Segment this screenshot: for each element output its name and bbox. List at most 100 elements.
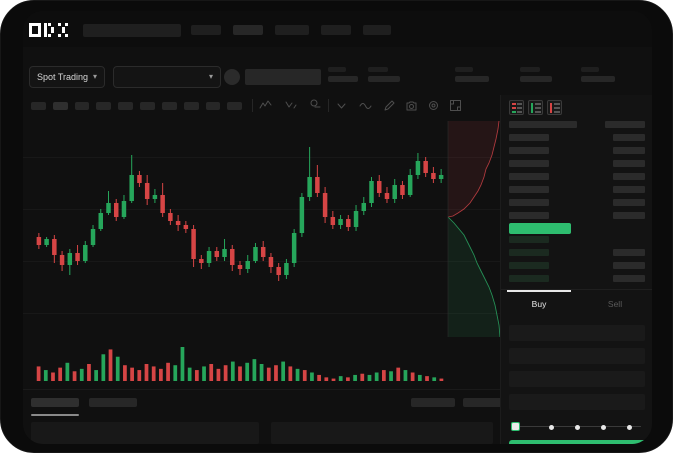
- price-chart[interactable]: [23, 117, 500, 389]
- amount-percent-slider[interactable]: [511, 422, 643, 432]
- camera-icon[interactable]: [405, 99, 418, 112]
- active-tab-indicator: [507, 290, 571, 292]
- orderbook-row-amount[interactable]: [613, 134, 645, 141]
- chevron-down-icon: ▾: [92, 72, 97, 81]
- orderbook-row-amount[interactable]: [613, 262, 645, 269]
- okx-logo[interactable]: [29, 23, 73, 37]
- volume-series: [36, 347, 444, 381]
- nav-item-1[interactable]: [191, 25, 221, 35]
- gridline-2: [23, 261, 500, 262]
- pencil-icon[interactable]: [383, 99, 396, 112]
- wave-icon[interactable]: [359, 99, 372, 112]
- fullscreen-icon[interactable]: [449, 99, 462, 112]
- orderbook-row-amount[interactable]: [613, 173, 645, 180]
- orderbook-panel: Buy Sell: [500, 95, 652, 444]
- stat-last-price-label: [328, 67, 346, 72]
- interval-button-1[interactable]: [31, 102, 46, 110]
- interval-button-6[interactable]: [140, 102, 155, 110]
- interval-button-9[interactable]: [206, 102, 220, 110]
- search-input[interactable]: [83, 24, 181, 37]
- pair-select-dropdown[interactable]: ▾: [113, 66, 221, 88]
- bottom-action-2[interactable]: [463, 398, 507, 407]
- orderbook-row-price[interactable]: [509, 173, 549, 180]
- tab-open-orders[interactable]: [31, 398, 79, 407]
- chart-toolbar: [23, 95, 652, 118]
- orderbook-row-amount[interactable]: [613, 186, 645, 193]
- gridline-3: [23, 313, 500, 314]
- slider-handle[interactable]: [511, 422, 520, 431]
- stat-volume-24h: [581, 67, 615, 82]
- slider-stop-3[interactable]: [601, 424, 606, 430]
- gridline-1: [23, 209, 500, 210]
- slider-stop-2[interactable]: [575, 424, 580, 430]
- orderbook-both-icon[interactable]: [509, 100, 524, 115]
- interval-button-2[interactable]: [53, 102, 68, 110]
- orderbook-row-price[interactable]: [509, 121, 577, 128]
- interval-button-10[interactable]: [227, 102, 242, 110]
- interval-button-5[interactable]: [118, 102, 133, 110]
- chevron-down-icon: ▾: [208, 72, 213, 81]
- bottom-action-1[interactable]: [411, 398, 455, 407]
- orderbook-row-amount[interactable]: [613, 275, 645, 282]
- tab-sell[interactable]: Sell: [607, 299, 623, 309]
- orderbook-row-price[interactable]: [509, 147, 549, 154]
- slider-stop-4[interactable]: [627, 424, 632, 430]
- orderbook-row-price[interactable]: [509, 186, 549, 193]
- interval-button-4[interactable]: [96, 102, 111, 110]
- nav-item-4[interactable]: [321, 25, 351, 35]
- orderbook-row-price[interactable]: [509, 212, 549, 219]
- indicator-icon[interactable]: [285, 99, 298, 112]
- bottom-panel-left: [31, 422, 259, 444]
- settings-gear-icon[interactable]: [427, 99, 440, 112]
- stat-last-price: [328, 67, 358, 82]
- toolbar-divider: [328, 99, 329, 112]
- orderbook-row-amount[interactable]: [605, 121, 645, 128]
- amount-field[interactable]: [509, 371, 645, 387]
- interval-button-7[interactable]: [162, 102, 177, 110]
- orderbook-row-amount[interactable]: [613, 249, 645, 256]
- orderbook-asks-icon[interactable]: [547, 100, 562, 115]
- nav-item-5[interactable]: [363, 25, 391, 35]
- line-chart-icon[interactable]: [259, 99, 272, 112]
- orderbook-row-price[interactable]: [509, 249, 549, 256]
- order-type-field[interactable]: [509, 325, 645, 341]
- stat-high-24h-label: [455, 67, 473, 72]
- orderbook-highlight-row[interactable]: [509, 223, 571, 234]
- stat-change-24h-label: [368, 67, 388, 72]
- volume-histogram: [23, 335, 500, 389]
- orderbook-row-price[interactable]: [509, 236, 549, 243]
- tab-order-history[interactable]: [89, 398, 137, 407]
- orderbook-row-amount[interactable]: [613, 199, 645, 206]
- orderbook-row-amount[interactable]: [613, 160, 645, 167]
- slider-stop-1[interactable]: [549, 424, 554, 430]
- orderbook-row-price[interactable]: [509, 160, 549, 167]
- total-field[interactable]: [509, 394, 645, 410]
- orderbook-bids-icon[interactable]: [528, 100, 543, 115]
- orderbook-row-price[interactable]: [509, 262, 549, 269]
- stat-change-24h-value: [368, 76, 400, 82]
- stat-low-24h-value: [520, 76, 552, 82]
- orderbook-row-amount[interactable]: [613, 147, 645, 154]
- price-field[interactable]: [509, 348, 645, 364]
- market-type-dropdown[interactable]: Spot Trading ▾: [29, 66, 105, 88]
- stat-change-24h: [368, 67, 400, 82]
- interval-button-3[interactable]: [75, 102, 89, 110]
- orderbook-row-amount[interactable]: [613, 212, 645, 219]
- orderbook-rows[interactable]: [501, 119, 652, 289]
- nav-item-3[interactable]: [275, 25, 309, 35]
- submit-order-button[interactable]: [509, 440, 651, 444]
- compare-icon[interactable]: [309, 99, 322, 112]
- chevron-down-icon[interactable]: [335, 99, 348, 112]
- top-header: [23, 11, 652, 47]
- active-tab-indicator: [31, 414, 79, 416]
- toolbar-divider: [252, 99, 253, 112]
- orderbook-row-price[interactable]: [509, 275, 549, 282]
- tab-buy[interactable]: Buy: [531, 299, 547, 309]
- nav-item-2[interactable]: [233, 25, 263, 35]
- stat-low-24h-label: [520, 67, 540, 72]
- interval-button-8[interactable]: [184, 102, 199, 110]
- orderbook-row-price[interactable]: [509, 134, 549, 141]
- orderbook-row-price[interactable]: [509, 199, 549, 206]
- order-book-depth-overlay: [447, 120, 500, 338]
